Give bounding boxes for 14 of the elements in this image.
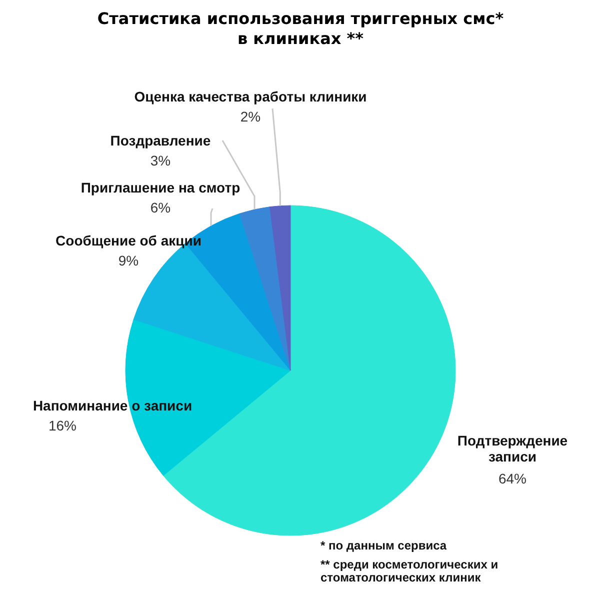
chart-title: Статистика использования триггерных смс* в клиниках **	[97, 9, 504, 48]
slice-label: Приглашение на смотр	[80, 180, 240, 196]
data-label: 16%	[48, 418, 77, 434]
slice-label: Поздравление	[110, 132, 211, 148]
text: * по данным сервиса	[320, 538, 447, 552]
data-label: 3%	[150, 152, 171, 168]
data-label: 2%	[240, 108, 261, 124]
slice-label: Напоминание о записи	[32, 398, 192, 414]
data-label: 6%	[150, 200, 171, 216]
data-label: 9%	[118, 252, 139, 268]
slice-label: Оценка качества работы клиники	[134, 88, 367, 104]
data-label: 64%	[498, 470, 527, 486]
slice-label: Подтверждение записи	[457, 432, 568, 464]
text: ** среди косметологических и стоматологических клиник	[320, 558, 498, 584]
